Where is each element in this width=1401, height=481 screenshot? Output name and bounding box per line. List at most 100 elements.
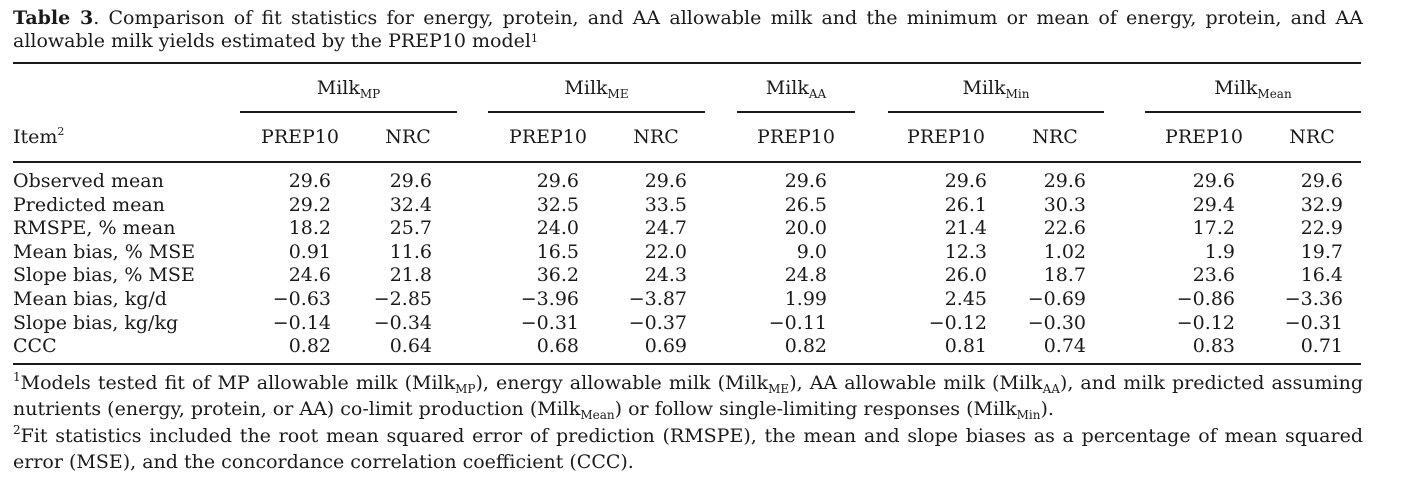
table-cell: −0.31 xyxy=(1284,311,1343,334)
table-cell: −0.12 xyxy=(1176,311,1235,334)
table-cell: 21.8 xyxy=(389,264,432,287)
row-label: Observed mean xyxy=(13,170,164,192)
table-cell: 1.9 xyxy=(1204,240,1235,263)
group-rule-aa xyxy=(737,111,855,113)
group-header-mp: MilkMP xyxy=(240,77,457,101)
group-header-main: Milk xyxy=(1214,77,1258,99)
group-header-main: Milk xyxy=(962,77,1006,99)
group-header-subscript: Mean xyxy=(1257,87,1292,101)
table-cell: 9.0 xyxy=(796,240,827,263)
table-cell: 26.0 xyxy=(944,264,987,287)
table-cell: 0.74 xyxy=(1043,335,1086,358)
table-cell: 32.9 xyxy=(1300,193,1343,216)
footnote-mark: 1 xyxy=(13,370,21,384)
group-header-subscript: MP xyxy=(359,87,381,101)
caption-text: . Comparison of fit statistics for energ… xyxy=(13,7,1363,52)
footnote-text: ), AA allowable milk (Milk xyxy=(789,372,1043,394)
table-cell: 0.69 xyxy=(644,335,687,358)
table-cell: 25.7 xyxy=(389,217,432,240)
group-rule-mean xyxy=(1145,111,1361,113)
table-cell: 29.6 xyxy=(644,170,687,192)
footnote-subscript: ME xyxy=(768,382,790,396)
table-cell: 29.6 xyxy=(288,170,331,192)
table-cell: 0.64 xyxy=(389,335,432,358)
footnote-1: 1Models tested fit of MP allowable milk … xyxy=(13,370,1363,423)
group-header-subscript: Min xyxy=(1005,87,1030,101)
table-cell: 29.6 xyxy=(944,170,987,192)
footnote-subscript: MP xyxy=(455,382,476,396)
row-label: RMSPE, % mean xyxy=(13,217,176,240)
footnote-subscript: Mean xyxy=(580,408,615,422)
header-rule xyxy=(13,161,1361,163)
table-cell: −0.14 xyxy=(272,311,331,334)
table-cell: 24.8 xyxy=(784,264,827,287)
table-cell: 16.4 xyxy=(1300,264,1343,287)
column-header: PREP10 xyxy=(261,126,339,148)
table-cell: 24.0 xyxy=(536,217,579,240)
group-header-main: Milk xyxy=(765,77,809,99)
group-header-mean: MilkMean xyxy=(1145,77,1361,101)
table-cell: −0.11 xyxy=(768,311,827,334)
column-header: PREP10 xyxy=(1165,126,1243,148)
item-header-label: Item xyxy=(13,126,58,148)
table-cell: 21.4 xyxy=(944,217,987,240)
table-cell: 24.3 xyxy=(644,264,687,287)
table-cell: 17.2 xyxy=(1192,217,1235,240)
table-cell: 12.3 xyxy=(944,240,987,263)
table-cell: 22.9 xyxy=(1300,217,1343,240)
footnote-2: 2Fit statistics included the root mean s… xyxy=(13,423,1363,474)
table-cell: 29.6 xyxy=(1043,170,1086,192)
bottom-rule xyxy=(13,363,1361,365)
footnote-text: ), energy allowable milk (Milk xyxy=(475,372,769,394)
group-header-subscript: AA xyxy=(808,87,827,101)
table-cell: −3.87 xyxy=(628,288,687,310)
table-cell: −0.30 xyxy=(1027,311,1086,334)
column-header: NRC xyxy=(385,126,431,148)
table-cell: 0.83 xyxy=(1192,335,1235,358)
table-cell: 0.82 xyxy=(784,335,827,358)
table-cell: 36.2 xyxy=(536,264,579,287)
column-header: NRC xyxy=(1289,126,1335,148)
table-cell: −0.69 xyxy=(1027,288,1086,310)
table-cell: 22.0 xyxy=(644,240,687,263)
table-cell: −3.96 xyxy=(520,288,579,310)
table-cell: 16.5 xyxy=(536,240,579,263)
table-cell: 23.6 xyxy=(1192,264,1235,287)
footnote-text: ), and milk predicted assuming nutrients… xyxy=(13,372,1363,420)
table-cell: 29.6 xyxy=(1300,170,1343,192)
table-cell: 26.1 xyxy=(944,193,987,216)
group-header-aa: MilkAA xyxy=(737,77,855,101)
table-cell: −2.85 xyxy=(373,288,432,310)
table-cell: −0.31 xyxy=(520,311,579,334)
table-cell: 24.6 xyxy=(288,264,331,287)
group-header-me: MilkME xyxy=(488,77,705,101)
group-rule-me xyxy=(488,111,705,113)
table-cell: 20.0 xyxy=(784,217,827,240)
top-rule xyxy=(13,62,1361,64)
table-cell: 0.82 xyxy=(288,335,331,358)
column-header: PREP10 xyxy=(907,126,985,148)
row-label: Predicted mean xyxy=(13,193,165,216)
table-cell: 18.7 xyxy=(1043,264,1086,287)
column-header: NRC xyxy=(633,126,679,148)
table-cell: 29.6 xyxy=(1192,170,1235,192)
table-cell: 24.7 xyxy=(644,217,687,240)
column-header: NRC xyxy=(1032,126,1078,148)
table-cell: −0.86 xyxy=(1176,288,1235,310)
column-header: PREP10 xyxy=(509,126,587,148)
table-cell: −0.63 xyxy=(272,288,331,310)
table-cell: 19.7 xyxy=(1300,240,1343,263)
table-cell: 0.81 xyxy=(944,335,987,358)
table-cell: 33.5 xyxy=(644,193,687,216)
footnote-text: Models tested fit of MP allowable milk (… xyxy=(20,372,456,394)
footnote-subscript: AA xyxy=(1042,382,1060,396)
table-cell: −0.12 xyxy=(928,311,987,334)
table-cell: 32.4 xyxy=(389,193,432,216)
table-cell: 26.5 xyxy=(784,193,827,216)
footnote-text: Fit statistics included the root mean sq… xyxy=(13,425,1363,473)
column-header: PREP10 xyxy=(757,126,835,148)
item-header-mark: 2 xyxy=(57,125,65,138)
table-cell: 0.68 xyxy=(536,335,579,358)
footnote-text: ) or follow single-limiting responses (M… xyxy=(614,398,1017,420)
